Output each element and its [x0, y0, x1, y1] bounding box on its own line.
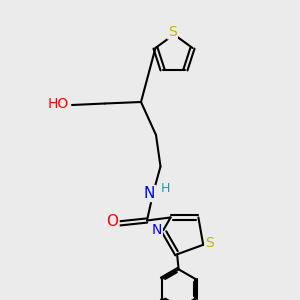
Text: O: O [106, 214, 119, 230]
Text: N: N [152, 223, 162, 237]
Text: S: S [206, 236, 214, 250]
Text: N: N [144, 186, 155, 201]
Text: H: H [161, 182, 170, 196]
Text: S: S [168, 25, 177, 38]
Text: HO: HO [48, 97, 69, 110]
